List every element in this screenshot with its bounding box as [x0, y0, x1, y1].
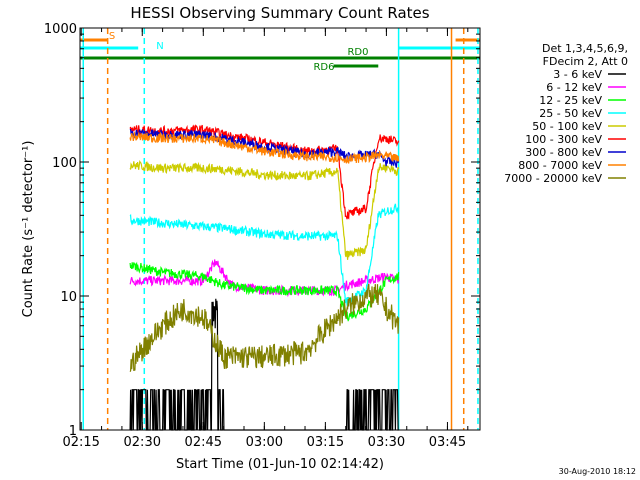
legend-header: FDecim 2, Att 0 [543, 55, 628, 68]
x-tick-label: 03:30 [368, 435, 405, 450]
series-line [129, 283, 400, 372]
flag-label: RD0 [347, 47, 368, 58]
x-tick-label: 03:00 [246, 435, 283, 450]
legend-label: 25 - 50 keV [539, 107, 602, 120]
x-tick-label: 02:30 [124, 435, 161, 450]
flag-label: S [109, 31, 115, 42]
x-axis-label: Start Time (01-Jun-10 02:14:42) [176, 457, 384, 472]
x-tick-label: 02:45 [185, 435, 222, 450]
y-tick-label: 1000 [44, 22, 77, 37]
legend-label: 50 - 100 keV [532, 120, 602, 133]
y-tick-label: 1 [69, 424, 77, 439]
legend-label: 800 - 7000 keV [518, 159, 602, 172]
plot-frame [79, 27, 481, 431]
vertical-markers-layer [82, 28, 479, 430]
x-axis-ticks: 02:15 02:30 02:45 03:00 03:15 03:30 03:45 [62, 28, 469, 450]
y-tick-label: 10 [60, 290, 77, 305]
y-axis-label: Count Rate (s⁻¹ detector⁻¹) [21, 141, 36, 318]
x-tick-label: 02:15 [62, 435, 99, 450]
chart-title: HESSI Observing Summary Count Rates [130, 4, 429, 22]
flag-label: RD6 [313, 62, 334, 73]
legend-header: Det 1,3,4,5,6,9, [542, 42, 628, 55]
legend-label: 7000 - 20000 keV [504, 172, 602, 185]
series-line [129, 259, 400, 298]
legend-label: 300 - 800 keV [525, 146, 602, 159]
flags-layer: S N RD0 RD6 [80, 31, 480, 73]
x-tick-label: 03:15 [307, 435, 344, 450]
series-line [129, 131, 400, 164]
series-line [129, 124, 400, 220]
footer-date: 30-Aug-2010 18:12 [559, 467, 636, 476]
series-layer [129, 124, 400, 431]
legend-label: 6 - 12 keV [546, 81, 602, 94]
y-tick-label: 100 [52, 156, 77, 171]
flag-label: N [156, 41, 163, 52]
series-line [129, 159, 400, 260]
x-tick-label: 03:45 [429, 435, 466, 450]
legend: Det 1,3,4,5,6,9,FDecim 2, Att 03 - 6 keV… [504, 42, 628, 185]
y-axis-ticks: 1 10 100 1000 [44, 22, 480, 439]
legend-label: 12 - 25 keV [539, 94, 602, 107]
legend-label: 100 - 300 keV [525, 133, 602, 146]
legend-label: 3 - 6 keV [553, 68, 602, 81]
